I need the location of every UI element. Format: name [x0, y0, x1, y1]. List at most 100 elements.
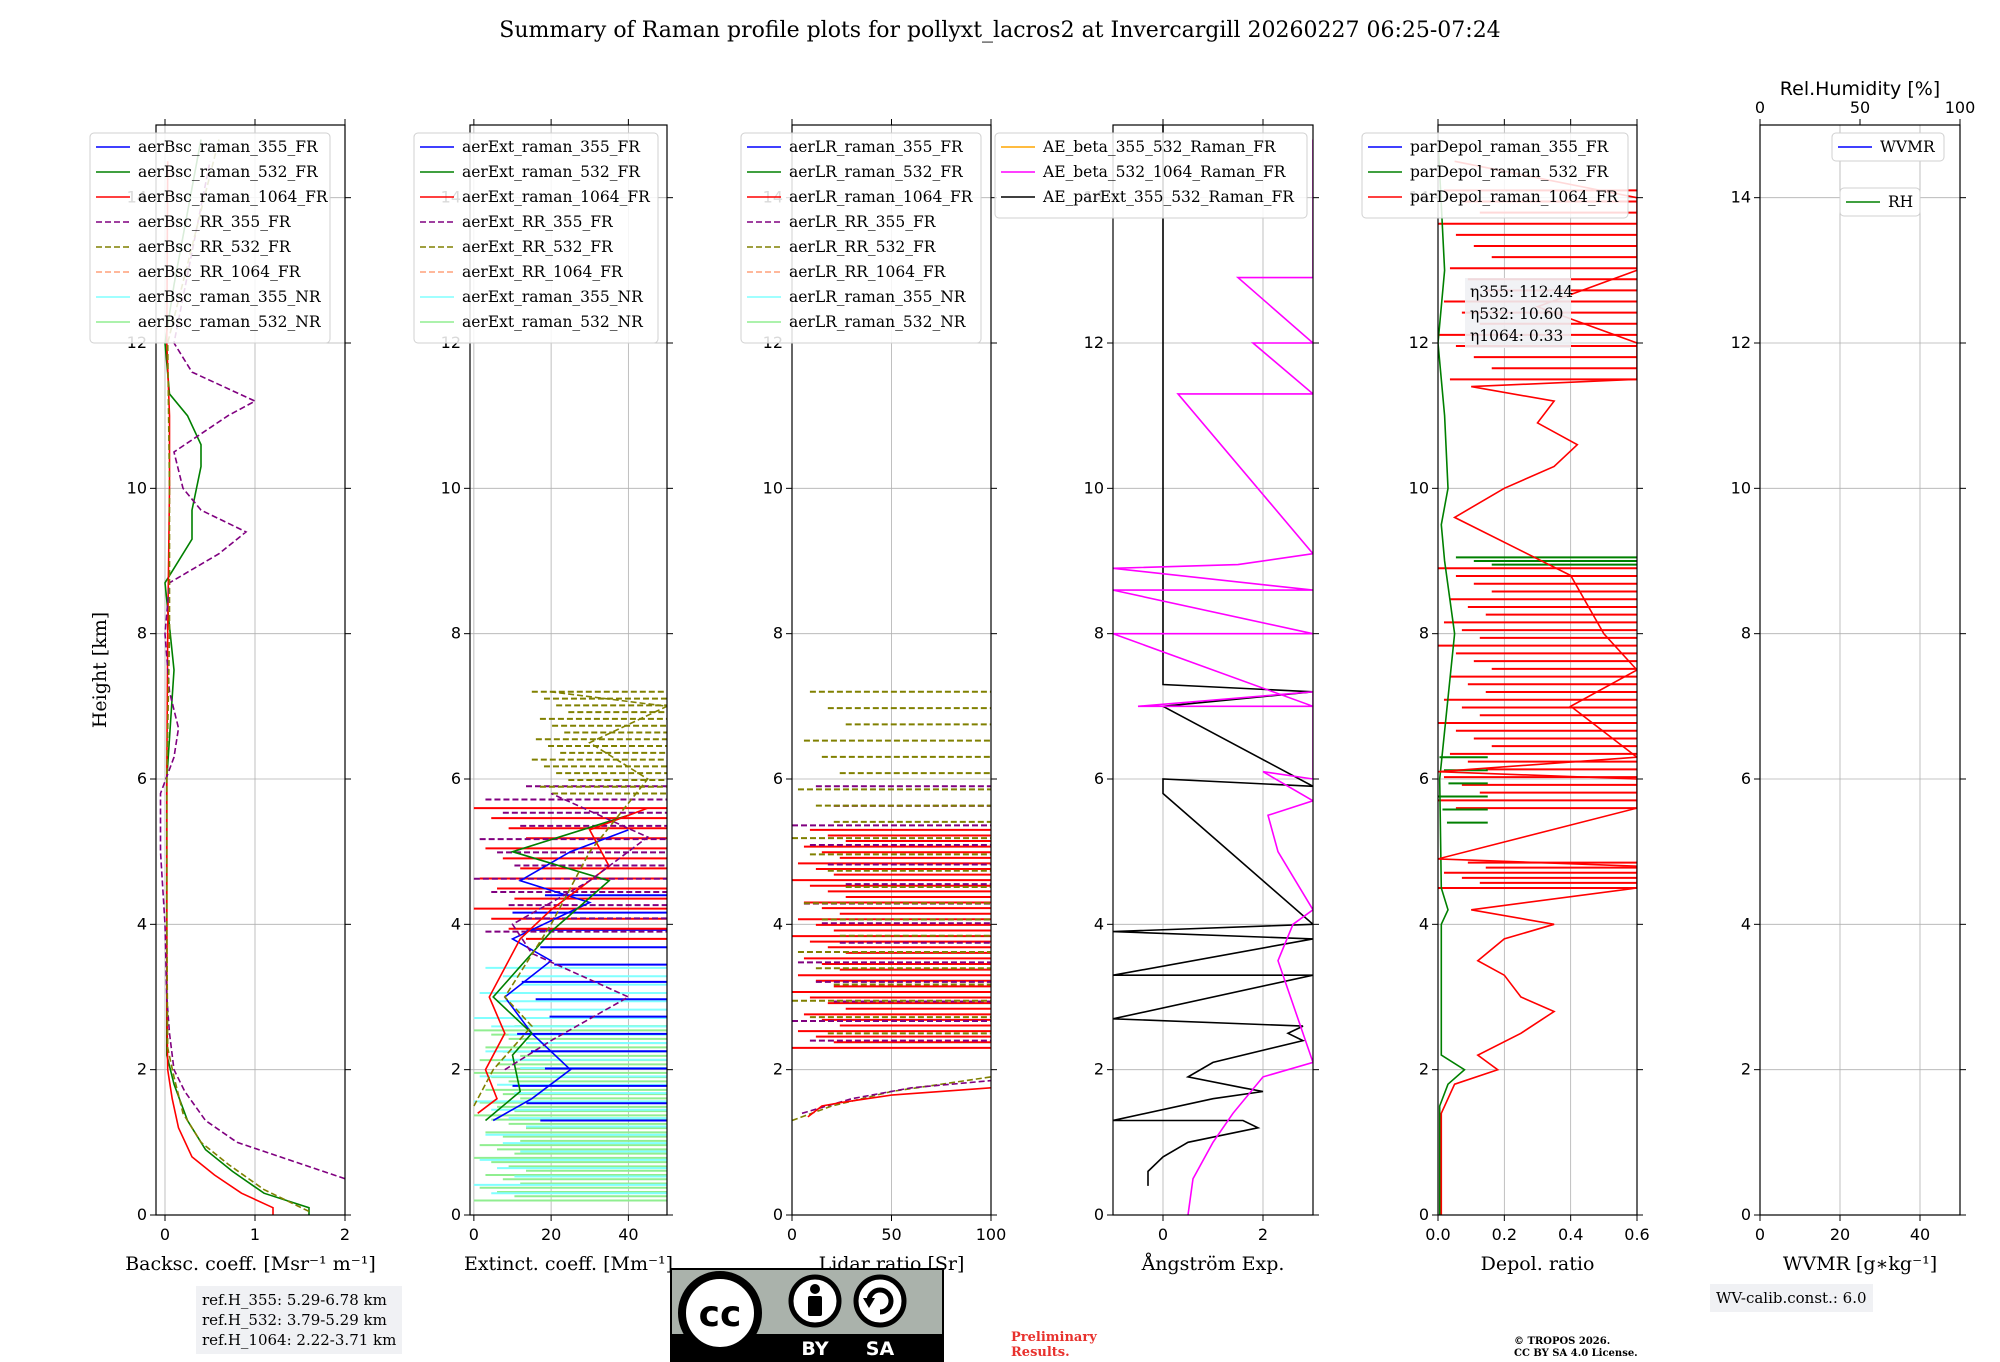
legend-entry-depol: parDepol_raman_355_FR	[1410, 138, 1610, 156]
refh-355: ref.H_355: 5.29-6.78 km	[202, 1291, 387, 1309]
ylabel-bsc: Height [km]	[89, 612, 111, 728]
ytick-label-lr: 0	[773, 1205, 783, 1224]
ytick-label-depol: 4	[1419, 914, 1429, 933]
series-aerBsc_RR_355_FR	[159, 161, 345, 1180]
legend-box-wvmr	[1831, 132, 1945, 162]
legend-box-lr	[740, 132, 982, 344]
legend-entry-lr: aerLR_raman_532_NR	[789, 313, 967, 331]
ytick-label-bsc: 4	[137, 914, 147, 933]
eta-annotation-line: η532: 10.60	[1470, 305, 1563, 323]
legend-box-ae	[994, 132, 1308, 219]
series-aerLR_raman_1064_FR	[807, 1087, 991, 1118]
panel-lr: 05010002468101214Lidar ratio [Sr]aerLR_r…	[740, 119, 1007, 1275]
legend-entry-depol: parDepol_raman_532_FR	[1410, 163, 1610, 181]
ytick-label-ae: 4	[1094, 914, 1104, 933]
legend-entry-wvmr: WVMR	[1880, 138, 1936, 156]
ytick-label-ae: 0	[1094, 1205, 1104, 1224]
data-depol	[1438, 139, 1637, 1215]
figure-title: Summary of Raman profile plots for polly…	[499, 18, 1501, 43]
legend-entry-bsc: aerBsc_RR_532_FR	[138, 238, 292, 256]
ytick-label-wv: 10	[1731, 478, 1751, 497]
legend-entry-depol: parDepol_raman_1064_FR	[1410, 188, 1619, 206]
data-ae	[1113, 125, 1313, 1215]
ytick-label-ae: 12	[1084, 333, 1104, 352]
top-xtick-label-wv: 0	[1755, 98, 1765, 117]
axes-frame-wv	[1759, 124, 1961, 1216]
panel-ext: 0204002468101214Extinct. coeff. [Mm⁻¹]ae…	[413, 119, 673, 1275]
legend-entry-lr: aerLR_raman_1064_FR	[789, 188, 974, 206]
xtick-label-wv: 0	[1755, 1225, 1765, 1244]
xtick-label-lr: 100	[976, 1225, 1007, 1244]
series-aerLR_RR_355_FR	[801, 1079, 991, 1115]
eta-annotation-line: η1064: 0.33	[1470, 327, 1563, 345]
xtick-label-lr: 0	[787, 1225, 797, 1244]
reference-height-box: ref.H_355: 5.29-6.78 km ref.H_532: 3.79-…	[196, 1286, 403, 1354]
legend-entry-lr: aerLR_RR_532_FR	[789, 238, 937, 256]
refh-1064: ref.H_1064: 2.22-3.71 km	[202, 1331, 397, 1349]
legend-box-ext	[413, 132, 659, 344]
legend-entry-ae: AE_beta_355_532_Raman_FR	[1042, 138, 1277, 156]
ytick-label-lr: 4	[773, 914, 783, 933]
wv-calibration-box: WV-calib.const.: 6.0	[1710, 1284, 1873, 1312]
copyright-line-1: © TROPOS 2026.	[1514, 1336, 1611, 1347]
top-xtick-label-wv: 100	[1945, 98, 1976, 117]
panel-wv: 0 20 40 0 2 4 6 8 10 12 14 WVMR [g∗kg⁻¹] 0 50 100 Rel.H…	[1731, 78, 1976, 1275]
ytick-label-wv: 6	[1741, 769, 1751, 788]
ytick-label-depol: 8	[1419, 624, 1429, 643]
eta-annotation-box	[1465, 278, 1571, 348]
legend-entry-lr: aerLR_raman_355_FR	[789, 138, 964, 156]
xtick-label-depol: 0.2	[1492, 1225, 1517, 1244]
refh-532: ref.H_532: 3.79-5.29 km	[202, 1311, 387, 1329]
xtick-label-bsc: 0	[160, 1225, 170, 1244]
ytick-label-ext: 10	[441, 478, 461, 497]
ytick-label-wv: 12	[1731, 333, 1751, 352]
xtick-label-bsc: 1	[250, 1225, 260, 1244]
copyright-note: © TROPOS 2026. CC BY SA 4.0 License.	[1514, 1336, 1638, 1360]
ytick-label-ext: 2	[451, 1060, 461, 1079]
legend-entry-lr: aerLR_raman_532_FR	[789, 163, 964, 181]
series-parDepol_raman_532_FR	[1438, 139, 1466, 1215]
legend-entry-ext: aerExt_raman_1064_FR	[462, 188, 651, 206]
legend-box-depol	[1361, 132, 1629, 219]
series-AE_beta_532_1064_Raman_FR	[1113, 139, 1313, 1215]
xlabel-bsc: Backsc. coeff. [Msr⁻¹ m⁻¹]	[125, 1253, 376, 1275]
xlabel-wv: WVMR [g∗kg⁻¹]	[1783, 1253, 1937, 1275]
xtick-label-ext: 40	[618, 1225, 638, 1244]
legend-entry-bsc: aerBsc_raman_532_FR	[138, 163, 319, 181]
ytick-label-wv: 0	[1741, 1205, 1751, 1224]
xtick-label-ext: 0	[469, 1225, 479, 1244]
axes-frame-depol	[1437, 124, 1638, 1216]
series-aerBsc_RR_532_FR	[166, 139, 310, 1213]
xlabel-depol: Depol. ratio	[1481, 1253, 1595, 1275]
ytick-label-lr: 6	[773, 769, 783, 788]
legend-entry-bsc: aerBsc_raman_355_FR	[138, 138, 319, 156]
legend-entry-bsc: aerBsc_RR_1064_FR	[138, 263, 302, 281]
legend-entry-ext: aerExt_raman_355_FR	[462, 138, 641, 156]
xtick-label-ae: 0	[1158, 1225, 1168, 1244]
by-label: BY	[801, 1338, 828, 1360]
xtick-label-ae: 2	[1258, 1225, 1268, 1244]
cc-license-badge: cc BY SA	[670, 1268, 944, 1362]
cc-logo-icon	[678, 1271, 762, 1355]
sa-label: SA	[866, 1338, 895, 1360]
legend-entry-ae: AE_parExt_355_532_Raman_FR	[1042, 188, 1295, 206]
data-ext	[473, 690, 667, 1202]
eta-annotation-line: η355: 112.44	[1470, 283, 1573, 301]
preliminary-note: Preliminary Results.	[1011, 1330, 1097, 1360]
axes-frame-bsc	[155, 124, 346, 1216]
share-alike-arc	[866, 1287, 894, 1315]
xtick-label-depol: 0.4	[1558, 1225, 1583, 1244]
ytick-label-bsc: 6	[137, 769, 147, 788]
top-xtick-label-wv: 50	[1850, 98, 1870, 117]
series-parDepol_raman_1064_FR	[1438, 160, 1637, 1215]
ytick-label-bsc: 0	[137, 1205, 147, 1224]
ytick-label-lr: 8	[773, 624, 783, 643]
legend-entry-bsc: aerBsc_raman_532_NR	[138, 313, 322, 331]
top-axis-label-wv: Rel.Humidity [%]	[1780, 78, 1940, 100]
legend-entry-lr: aerLR_raman_355_NR	[789, 288, 967, 306]
ytick-label-lr: 10	[763, 478, 783, 497]
preliminary-line-1: Preliminary	[1011, 1330, 1097, 1345]
legend-entry-ext: aerExt_RR_355_FR	[462, 213, 614, 231]
ytick-label-ae: 10	[1084, 478, 1104, 497]
